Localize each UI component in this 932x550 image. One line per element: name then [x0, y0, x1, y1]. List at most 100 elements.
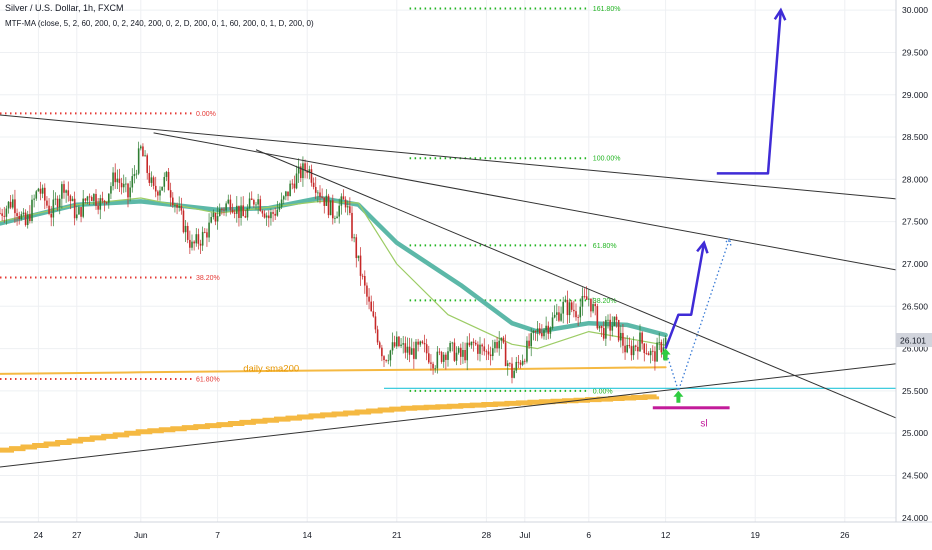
candle[interactable] [280, 192, 283, 209]
candle[interactable] [56, 195, 59, 211]
candle[interactable] [22, 208, 25, 217]
candle[interactable] [438, 348, 441, 356]
candle[interactable] [133, 165, 136, 184]
candle[interactable] [413, 341, 415, 369]
candle[interactable] [630, 340, 633, 361]
candle[interactable] [462, 341, 464, 364]
candle[interactable] [440, 350, 443, 364]
candle[interactable] [189, 230, 191, 255]
candle[interactable] [389, 349, 392, 367]
candle[interactable] [282, 195, 285, 205]
candle[interactable] [16, 208, 18, 226]
candle[interactable] [511, 357, 513, 384]
projection-arrow[interactable] [664, 242, 706, 350]
candle[interactable] [334, 215, 336, 224]
candle[interactable] [547, 321, 550, 340]
candle[interactable] [287, 191, 289, 201]
candle[interactable] [481, 343, 483, 356]
candle[interactable] [242, 196, 244, 217]
candle[interactable] [172, 192, 174, 208]
candle[interactable] [556, 303, 558, 321]
candle[interactable] [562, 296, 564, 324]
candle[interactable] [430, 354, 432, 371]
candle[interactable] [357, 255, 360, 262]
candle[interactable] [662, 338, 665, 360]
candle[interactable] [408, 337, 411, 363]
candle[interactable] [54, 192, 57, 206]
candle[interactable] [82, 190, 84, 219]
candle[interactable] [649, 348, 652, 364]
candle[interactable] [265, 212, 268, 226]
candle[interactable] [479, 336, 481, 362]
candle[interactable] [381, 344, 383, 362]
candle[interactable] [61, 181, 63, 209]
candle[interactable] [99, 194, 102, 220]
candle[interactable] [297, 158, 300, 183]
candle[interactable] [353, 233, 355, 243]
candle[interactable] [93, 193, 95, 206]
candle[interactable] [263, 210, 266, 219]
candle[interactable] [364, 270, 366, 294]
candle[interactable] [359, 247, 362, 286]
candle[interactable] [436, 346, 439, 374]
candle[interactable] [84, 198, 87, 204]
candle[interactable] [417, 338, 419, 352]
candle[interactable] [31, 194, 33, 224]
candle[interactable] [142, 143, 144, 157]
candle[interactable] [598, 325, 601, 332]
candle[interactable] [483, 338, 486, 356]
candle[interactable] [654, 346, 656, 371]
candle[interactable] [112, 167, 114, 191]
candle[interactable] [378, 340, 381, 350]
candle[interactable] [551, 312, 554, 330]
candle[interactable] [515, 356, 518, 374]
candle[interactable] [647, 351, 650, 356]
candle[interactable] [607, 314, 609, 329]
candle[interactable] [374, 311, 377, 334]
candle[interactable] [402, 335, 404, 354]
candle[interactable] [602, 321, 605, 341]
ma-line-orange[interactable] [0, 366, 667, 375]
candle[interactable] [78, 205, 80, 215]
candle[interactable] [329, 200, 332, 216]
stop-loss-line[interactable] [652, 406, 730, 410]
candle[interactable] [468, 333, 471, 348]
candle[interactable] [41, 184, 44, 199]
trendline[interactable] [0, 363, 897, 468]
candle[interactable] [457, 346, 460, 355]
candle[interactable] [1, 208, 3, 221]
candle[interactable] [125, 177, 127, 193]
candle[interactable] [504, 334, 507, 367]
candle[interactable] [268, 210, 270, 228]
candle[interactable] [594, 301, 596, 316]
candle[interactable] [90, 195, 93, 201]
candle[interactable] [611, 316, 614, 337]
candle[interactable] [199, 239, 202, 254]
candle[interactable] [449, 340, 451, 353]
projection-arrow[interactable] [716, 10, 783, 175]
candle[interactable] [157, 189, 159, 201]
candle[interactable] [3, 206, 6, 223]
candle[interactable] [150, 171, 153, 187]
candle[interactable] [9, 194, 12, 210]
candle[interactable] [152, 175, 155, 190]
candle[interactable] [534, 330, 537, 341]
candle[interactable] [278, 202, 281, 212]
candle[interactable] [558, 306, 560, 323]
candle[interactable] [285, 190, 287, 201]
candle[interactable] [613, 316, 616, 327]
candle[interactable] [355, 234, 358, 268]
candle[interactable] [39, 181, 42, 201]
candle[interactable] [600, 325, 603, 337]
candle[interactable] [404, 336, 407, 359]
candle[interactable] [325, 189, 328, 206]
candle[interactable] [180, 197, 183, 215]
candle[interactable] [609, 313, 611, 341]
candle[interactable] [295, 165, 298, 190]
candle[interactable] [393, 335, 396, 348]
ma-line-green-thin[interactable] [0, 197, 667, 350]
candle[interactable] [191, 234, 193, 251]
candle[interactable] [146, 153, 148, 180]
ma-line-step[interactable] [0, 394, 660, 453]
candle[interactable] [76, 205, 78, 221]
